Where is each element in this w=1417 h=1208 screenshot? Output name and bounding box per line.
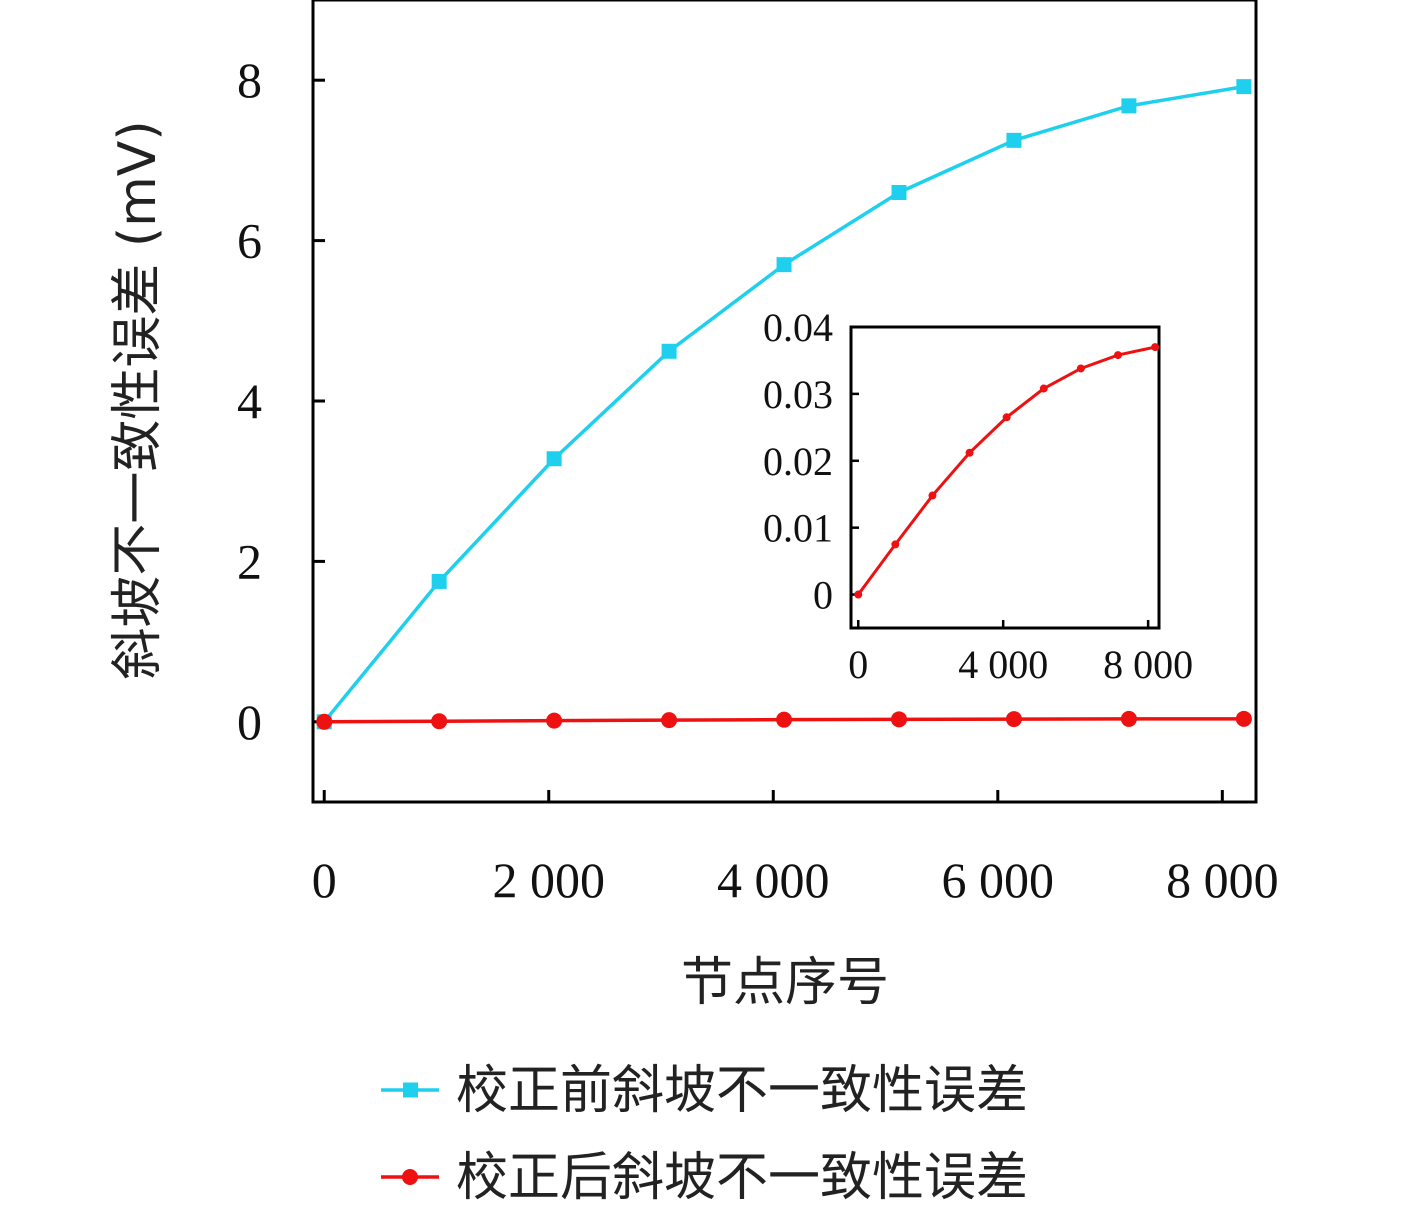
inset-y-axis: 0 0.01 0.02 0.03 0.04 (763, 305, 859, 618)
inset-series-point (1151, 343, 1160, 352)
main-series-point-1 (891, 184, 907, 200)
inset-series-point (1002, 413, 1011, 422)
main-x-tick-label: 8 000 (1166, 852, 1279, 908)
inset-plot-frame (849, 325, 1161, 630)
main-series-point-1 (661, 343, 677, 359)
main-series-point-2 (1005, 711, 1022, 728)
main-series-point-2 (1235, 710, 1252, 727)
main-series-layer (316, 79, 1252, 730)
inset-x-tick-label: 4 000 (958, 642, 1048, 687)
main-series-point-1 (1121, 98, 1137, 114)
main-y-axis: 0 2 4 6 8 (237, 52, 325, 750)
main-series-point-2 (891, 711, 908, 728)
legend-label-1: 校正前斜坡不一致性误差 (456, 1061, 1028, 1121)
main-series-point-1 (776, 257, 792, 273)
main-series-point-2 (1120, 710, 1137, 727)
inset-background (851, 327, 1159, 628)
main-x-tick-label: 4 000 (717, 852, 830, 908)
inset-y-tick-label: 0.01 (763, 506, 833, 551)
main-x-tick-label: 6 000 (942, 852, 1055, 908)
inset-series-point (1113, 351, 1122, 360)
inset-y-tick-label: 0.02 (763, 439, 833, 484)
main-y-tick-label: 8 (237, 52, 262, 108)
y-axis-title: 斜坡不一致性误差 (mV) (108, 120, 168, 679)
main-series-point-2 (546, 712, 563, 729)
inset-y-tick-label: 0.04 (763, 305, 833, 350)
main-series-point-2 (431, 713, 448, 730)
inset-y-tick-label: 0.03 (763, 372, 833, 417)
main-x-axis: 0 2 000 4 000 6 000 8 000 (312, 790, 1279, 908)
inset-x-tick-label: 8 000 (1103, 642, 1193, 687)
main-series-point-1 (431, 573, 447, 589)
main-y-tick-label: 6 (237, 213, 262, 269)
inset-x-tick-label: 0 (848, 642, 868, 687)
main-x-tick-label: 0 (312, 852, 337, 908)
main-x-tick-label: 2 000 (493, 852, 606, 908)
x-axis-title: 节点序号 (681, 953, 889, 1013)
legend-marker-1 (403, 1082, 418, 1098)
inset-y-tick-label: 0 (813, 573, 833, 618)
main-series-point-1 (1236, 79, 1252, 95)
inset-series-point (1076, 364, 1085, 373)
inset-series-point (1039, 384, 1048, 393)
main-y-tick-label: 0 (237, 694, 262, 750)
main-series-point-2 (776, 711, 793, 728)
main-y-tick-label: 2 (237, 533, 262, 589)
legend-marker-2 (402, 1169, 418, 1185)
inset-series-point (854, 590, 863, 599)
inset-x-axis: 0 4 000 8 000 (848, 620, 1193, 687)
main-series-point-1 (1006, 132, 1022, 148)
inset-series-layer (854, 343, 1160, 599)
main-series-point-2 (661, 712, 678, 729)
inset-series-point (891, 540, 900, 549)
main-series-point-1 (546, 451, 562, 467)
inset-series-point (928, 491, 937, 500)
main-y-tick-label: 4 (237, 373, 262, 429)
legend-label-2: 校正后斜坡不一致性误差 (456, 1148, 1028, 1208)
inset-series-point (965, 448, 974, 457)
main-series-point-2 (316, 713, 333, 730)
